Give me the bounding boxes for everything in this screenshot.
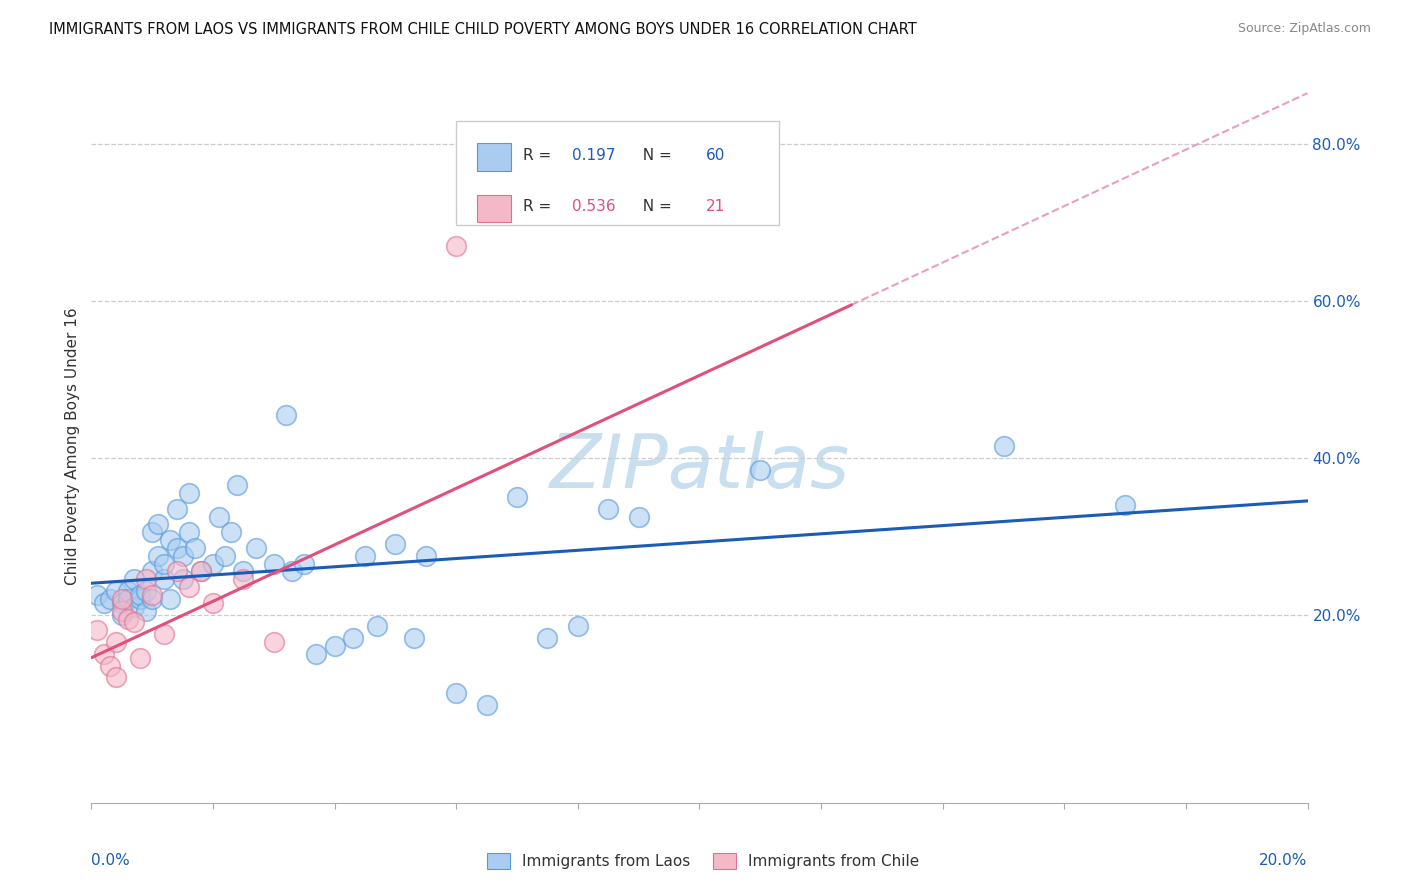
Point — [166, 541, 188, 555]
Point — [159, 533, 181, 547]
Point — [245, 541, 267, 555]
Text: N =: N = — [633, 200, 676, 214]
FancyBboxPatch shape — [477, 144, 510, 171]
Text: 0.197: 0.197 — [572, 148, 616, 163]
Text: 0.536: 0.536 — [572, 200, 616, 214]
FancyBboxPatch shape — [456, 121, 779, 225]
Text: R =: R = — [523, 200, 557, 214]
Point — [190, 565, 212, 579]
Point — [93, 647, 115, 661]
Point — [1114, 498, 1136, 512]
Point — [366, 619, 388, 633]
Point — [219, 525, 242, 540]
Point — [93, 596, 115, 610]
Point — [166, 565, 188, 579]
Point — [153, 627, 176, 641]
Point — [202, 596, 225, 610]
Text: Source: ZipAtlas.com: Source: ZipAtlas.com — [1237, 22, 1371, 36]
Point — [86, 588, 108, 602]
Point — [598, 192, 620, 206]
Text: IMMIGRANTS FROM LAOS VS IMMIGRANTS FROM CHILE CHILD POVERTY AMONG BOYS UNDER 16 : IMMIGRANTS FROM LAOS VS IMMIGRANTS FROM … — [49, 22, 917, 37]
Point — [415, 549, 437, 563]
Point — [342, 631, 364, 645]
Point — [141, 525, 163, 540]
Point — [148, 549, 170, 563]
Point — [172, 549, 194, 563]
Point — [129, 650, 152, 665]
Point — [135, 584, 157, 599]
Point — [993, 439, 1015, 453]
Point — [135, 604, 157, 618]
Point — [141, 588, 163, 602]
Point — [141, 565, 163, 579]
Point — [159, 591, 181, 606]
Point — [226, 478, 249, 492]
FancyBboxPatch shape — [477, 194, 510, 222]
Point — [444, 239, 467, 253]
Point — [135, 572, 157, 586]
Point — [274, 408, 297, 422]
Point — [122, 572, 145, 586]
Point — [122, 615, 145, 630]
Point — [111, 596, 134, 610]
Point — [129, 591, 152, 606]
Text: 21: 21 — [706, 200, 725, 214]
Point — [323, 639, 346, 653]
Point — [148, 517, 170, 532]
Point — [86, 624, 108, 638]
Text: R =: R = — [523, 148, 557, 163]
Point — [475, 698, 498, 712]
Text: 60: 60 — [706, 148, 725, 163]
Point — [177, 486, 200, 500]
Point — [214, 549, 236, 563]
Text: N =: N = — [633, 148, 676, 163]
Point — [567, 619, 589, 633]
Point — [153, 572, 176, 586]
Point — [749, 462, 772, 476]
Point — [122, 599, 145, 614]
Point — [166, 501, 188, 516]
Point — [292, 557, 315, 571]
Point — [129, 588, 152, 602]
Point — [104, 584, 127, 599]
Point — [111, 607, 134, 622]
Point — [305, 647, 328, 661]
Point — [402, 631, 425, 645]
Point — [172, 572, 194, 586]
Point — [177, 525, 200, 540]
Point — [117, 611, 139, 625]
Point — [263, 557, 285, 571]
Text: 20.0%: 20.0% — [1260, 853, 1308, 868]
Point — [117, 591, 139, 606]
Point — [598, 501, 620, 516]
Point — [98, 658, 121, 673]
Point — [141, 591, 163, 606]
Point — [354, 549, 377, 563]
Point — [232, 572, 254, 586]
Point — [281, 565, 304, 579]
Point — [536, 631, 558, 645]
Y-axis label: Child Poverty Among Boys Under 16: Child Poverty Among Boys Under 16 — [65, 307, 80, 585]
Point — [153, 557, 176, 571]
Point — [232, 565, 254, 579]
Point — [104, 635, 127, 649]
Point — [506, 490, 529, 504]
Legend: Immigrants from Laos, Immigrants from Chile: Immigrants from Laos, Immigrants from Ch… — [481, 847, 925, 875]
Point — [98, 591, 121, 606]
Point — [263, 635, 285, 649]
Text: 0.0%: 0.0% — [91, 853, 131, 868]
Point — [384, 537, 406, 551]
Point — [202, 557, 225, 571]
Point — [104, 670, 127, 684]
Point — [184, 541, 207, 555]
Point — [208, 509, 231, 524]
Point — [177, 580, 200, 594]
Point — [190, 565, 212, 579]
Point — [117, 584, 139, 599]
Text: ZIPatlas: ZIPatlas — [550, 432, 849, 503]
Point — [111, 591, 134, 606]
Point — [627, 509, 650, 524]
Point — [111, 604, 134, 618]
Point — [444, 686, 467, 700]
